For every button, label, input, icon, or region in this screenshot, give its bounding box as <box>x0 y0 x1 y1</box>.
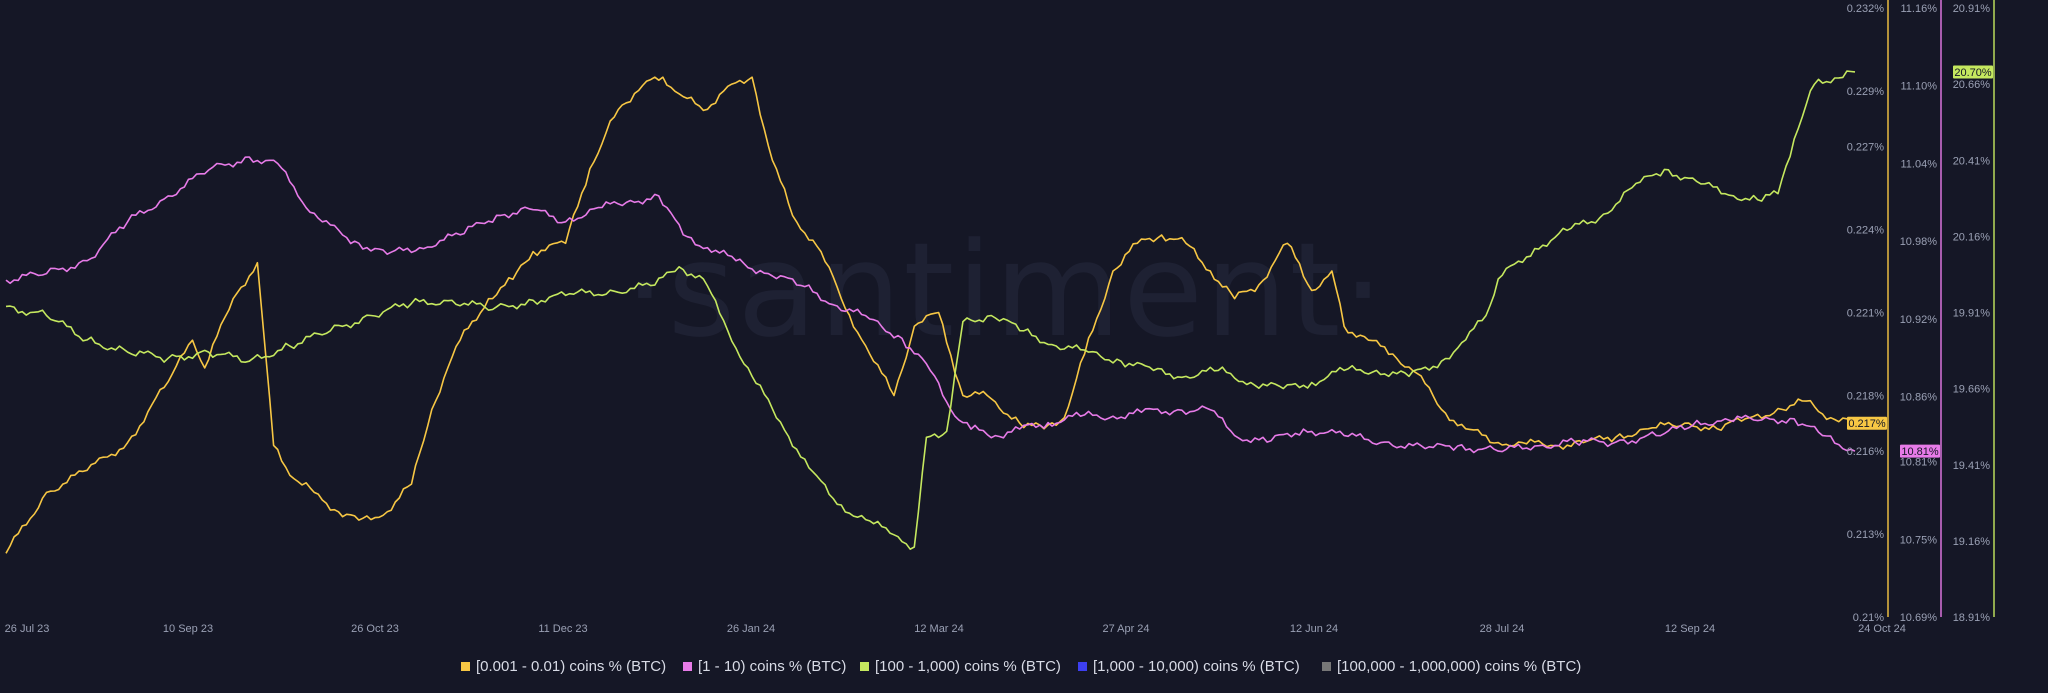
y-tick-label: 0.221% <box>1847 308 1885 320</box>
series-layer <box>5 70 1856 554</box>
y-tick-label: 0.224% <box>1847 224 1885 236</box>
y-tick-label: 10.92% <box>1900 314 1938 326</box>
legend-swatch <box>860 662 869 671</box>
y-tick-label: 0.213% <box>1847 529 1885 541</box>
last-value-badge-3: 20.70% <box>1953 65 1993 79</box>
series-line-3 <box>5 70 1856 550</box>
legend-swatch <box>461 662 470 671</box>
legend-label: [100,000 - 1,000,000) coins % (BTC) <box>1337 658 1581 675</box>
y-tick-label: 20.16% <box>1953 231 1991 243</box>
y-tick-label: 19.16% <box>1953 536 1991 548</box>
y-tick-label: 10.69% <box>1900 612 1938 624</box>
last-value-labels: 0.217% 10.81% 20.70% <box>1847 65 1993 458</box>
legend-swatch <box>1322 662 1331 671</box>
y-tick-label: 11.10% <box>1901 81 1938 93</box>
y-tick-label: 0.218% <box>1847 391 1885 403</box>
x-tick-label: 28 Jul 24 <box>1480 623 1525 635</box>
y-tick-label: 10.98% <box>1900 236 1938 248</box>
y-tick-label: 20.91% <box>1953 3 1991 15</box>
y-tick-label: 0.227% <box>1847 141 1885 153</box>
x-tick-label: 26 Oct 23 <box>351 623 399 635</box>
legend-item-4[interactable]: [1,000 - 10,000) coins % (BTC) <box>1078 658 1300 675</box>
legend-label: [100 - 1,000) coins % (BTC) <box>875 658 1061 675</box>
last-value-text: 20.70% <box>1954 67 1992 79</box>
legend-label: [1,000 - 10,000) coins % (BTC) <box>1093 658 1300 675</box>
legend-item-3[interactable]: [100 - 1,000) coins % (BTC) <box>860 658 1061 675</box>
y-tick-label: 19.66% <box>1953 384 1991 396</box>
legend-item-2[interactable]: [1 - 10) coins % (BTC) <box>683 658 846 675</box>
y-tick-label: 0.232% <box>1847 3 1885 15</box>
y-tick-label: 10.75% <box>1900 534 1938 546</box>
y-tick-label: 18.91% <box>1953 612 1991 624</box>
x-tick-label: 12 Jun 24 <box>1290 623 1338 635</box>
legend-label: [0.001 - 0.01) coins % (BTC) <box>476 658 666 675</box>
legend-label: [1 - 10) coins % (BTC) <box>698 658 846 675</box>
x-tick-label: 10 Sep 23 <box>163 623 213 635</box>
x-tick-label: 24 Oct 24 <box>1858 623 1906 635</box>
x-tick-label: 11 Dec 23 <box>538 623 587 635</box>
series-line-2 <box>5 156 1856 454</box>
axes-layer: 0.232%0.229%0.227%0.224%0.221%0.218%0.21… <box>1847 0 1995 624</box>
x-tick-label: 12 Mar 24 <box>914 623 964 635</box>
legend-item-5[interactable]: [100,000 - 1,000,000) coins % (BTC) <box>1322 658 1581 675</box>
x-tick-label: 27 Apr 24 <box>1102 623 1149 635</box>
y-tick-label: 20.66% <box>1953 79 1991 91</box>
x-tick-label: 12 Sep 24 <box>1665 623 1715 635</box>
y-tick-label: 10.86% <box>1900 392 1938 404</box>
watermark: ·santiment· <box>624 214 1386 366</box>
legend-swatch <box>683 662 692 671</box>
series-line-1 <box>5 76 1856 554</box>
last-value-text: 0.217% <box>1848 418 1886 430</box>
y-tick-label: 0.21% <box>1853 612 1884 624</box>
last-value-badge-2: 10.81% <box>1900 444 1940 458</box>
y-tick-label: 20.41% <box>1953 155 1991 167</box>
last-value-text: 10.81% <box>1901 446 1939 458</box>
y-tick-label: 11.16% <box>1901 3 1938 15</box>
y-tick-label: 19.91% <box>1953 308 1991 320</box>
legend-item-1[interactable]: [0.001 - 0.01) coins % (BTC) <box>461 658 666 675</box>
y-tick-label: 0.216% <box>1847 446 1885 458</box>
y-tick-label: 19.41% <box>1953 460 1991 472</box>
last-value-badge-1: 0.217% <box>1847 416 1887 430</box>
legend[interactable]: [0.001 - 0.01) coins % (BTC) [1 - 10) coi… <box>461 658 1581 675</box>
x-tick-label: 26 Jul 23 <box>5 623 50 635</box>
y-tick-label: 0.229% <box>1847 86 1885 98</box>
x-axis: 26 Jul 23 10 Sep 23 26 Oct 23 11 Dec 23 26 J… <box>5 623 1906 635</box>
legend-swatch <box>1078 662 1087 671</box>
x-tick-label: 26 Jan 24 <box>727 623 775 635</box>
y-tick-label: 11.04% <box>1901 158 1938 170</box>
y-tick-label: 10.81% <box>1900 457 1938 469</box>
